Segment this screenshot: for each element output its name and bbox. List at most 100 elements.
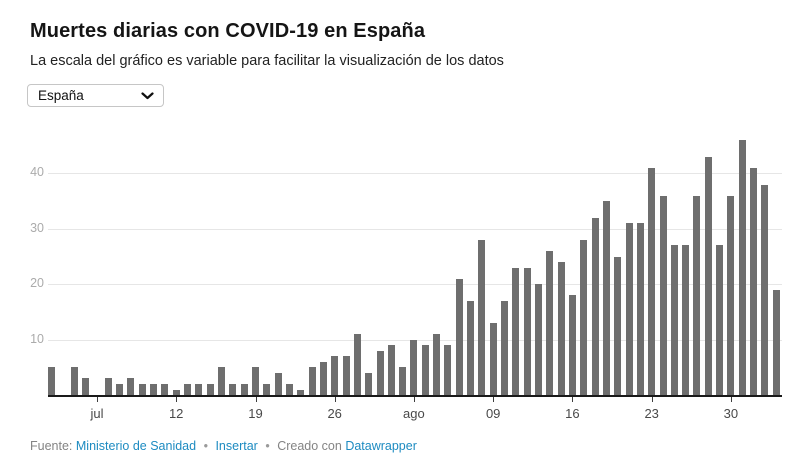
y-axis-label: 40 [30,165,44,180]
bar[interactable] [376,350,384,395]
bar[interactable] [761,184,769,395]
x-axis-tick-label: 16 [565,406,580,421]
bar[interactable] [274,372,282,395]
bar[interactable] [319,361,327,395]
country-select-value: España [38,88,84,103]
creator-link[interactable]: Datawrapper [345,439,417,453]
bar[interactable] [285,383,293,395]
x-axis-tick [255,397,257,402]
bar[interactable] [127,378,135,395]
x-axis-tick [334,397,336,402]
x-axis-tick-label: 30 [723,406,739,421]
x-axis-tick [413,397,415,402]
bar[interactable] [399,367,407,395]
bar[interactable] [240,383,248,395]
y-axis-label: 10 [30,331,44,346]
gridline [48,284,782,286]
bar[interactable] [70,367,78,395]
gridline [48,228,782,230]
x-axis-tick-label: ago [403,406,425,421]
bar[interactable] [116,383,124,395]
bar[interactable] [353,334,361,395]
bar[interactable] [387,345,395,395]
bar[interactable] [670,245,678,395]
x-axis-tick [97,397,98,402]
x-axis-tick [651,397,653,402]
bar[interactable] [161,383,169,395]
bar[interactable] [433,334,441,395]
footer-separator: • [265,439,270,453]
x-axis-tick-label: 19 [248,406,263,421]
bar[interactable] [602,201,610,395]
bar[interactable] [410,339,418,395]
bar[interactable] [614,256,622,395]
footer-separator: • [203,439,208,453]
bar[interactable] [331,356,339,395]
bar[interactable] [512,267,520,395]
y-axis-label: 30 [30,220,44,235]
bar[interactable] [750,167,757,395]
bar[interactable] [557,262,565,395]
bar[interactable] [535,284,542,395]
bar[interactable] [625,223,633,395]
source-prefix: Fuente: [30,439,73,453]
bar[interactable] [738,140,746,395]
x-axis-tick-label: 09 [485,406,501,421]
chart-footer: Fuente: Ministerio de Sanidad • Insertar… [30,439,417,453]
y-axis-label: 20 [30,276,44,291]
bar[interactable] [636,223,644,395]
bar[interactable] [489,323,497,395]
bar[interactable] [648,167,656,395]
chart-subtitle: La escala del gráfico es variable para f… [30,53,504,69]
bar[interactable] [772,289,780,395]
bar[interactable] [568,295,576,395]
bar[interactable] [580,239,588,395]
bar[interactable] [342,356,350,395]
bar[interactable] [195,383,203,395]
bar[interactable] [184,383,191,395]
bar[interactable] [82,378,90,395]
bar[interactable] [206,383,214,395]
bar[interactable] [659,195,667,395]
x-axis-tick-label: 26 [327,406,342,421]
x-axis-tick [176,397,178,402]
bar[interactable] [716,245,724,395]
bar[interactable] [218,367,225,395]
bar[interactable] [229,383,237,395]
bar[interactable] [523,267,531,395]
x-axis-tick [493,397,495,402]
bar[interactable] [591,217,599,395]
bar[interactable] [693,195,701,395]
chevron-down-icon [141,91,154,100]
bar[interactable] [682,245,690,395]
x-axis-tick [572,397,574,402]
embed-link[interactable]: Insertar [215,439,258,453]
bar[interactable] [501,300,508,395]
bar[interactable] [467,300,474,395]
bar[interactable] [365,372,373,395]
bar[interactable] [48,367,56,395]
bar[interactable] [727,195,735,395]
bar[interactable] [421,345,429,395]
x-axis-tick-label: jul [90,406,104,421]
bar[interactable] [478,239,486,395]
bar[interactable] [104,378,112,395]
bar[interactable] [172,389,180,395]
source-link[interactable]: Ministerio de Sanidad [75,439,197,453]
x-axis-tick-label: 12 [168,406,184,421]
bar[interactable] [252,367,259,395]
country-select[interactable]: España [27,84,164,107]
bar[interactable] [308,367,316,395]
bar[interactable] [138,383,146,395]
bar[interactable] [150,383,158,395]
bar[interactable] [455,278,463,395]
bar[interactable] [546,251,554,395]
x-axis-tick [730,397,732,402]
bar[interactable] [297,389,305,395]
bar[interactable] [263,383,271,395]
chart-title: Muertes diarias con COVID-19 en España [30,20,426,42]
bar[interactable] [704,156,712,395]
bar[interactable] [444,345,452,395]
x-axis-line [48,395,782,397]
